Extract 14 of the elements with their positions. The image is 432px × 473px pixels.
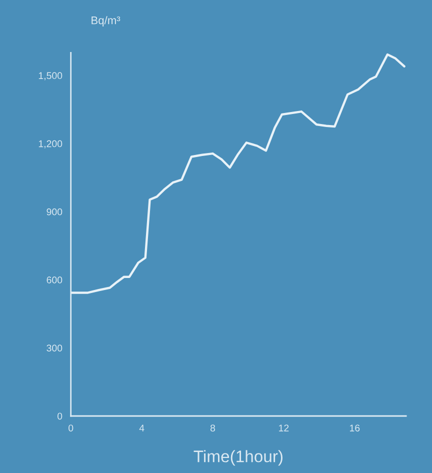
x-tick-label: 4	[139, 424, 144, 432]
x-axis-title: Time(1hour)	[194, 450, 283, 466]
y-tick-label: 600	[46, 276, 62, 284]
y-tick-label: 300	[46, 344, 62, 352]
x-tick-label: 16	[350, 424, 360, 432]
y-tick-label: 1,200	[38, 140, 62, 148]
line-series	[70, 53, 406, 294]
x-tick-label: 0	[68, 424, 74, 432]
y-axis-title: Bq/m³	[92, 16, 120, 26]
y-tick-label: 1,500	[38, 72, 62, 80]
x-tick-label: 8	[210, 424, 216, 432]
y-tick-label: 0	[57, 412, 62, 420]
y-tick-label: 900	[46, 208, 62, 216]
x-tick-label: 12	[279, 424, 289, 432]
